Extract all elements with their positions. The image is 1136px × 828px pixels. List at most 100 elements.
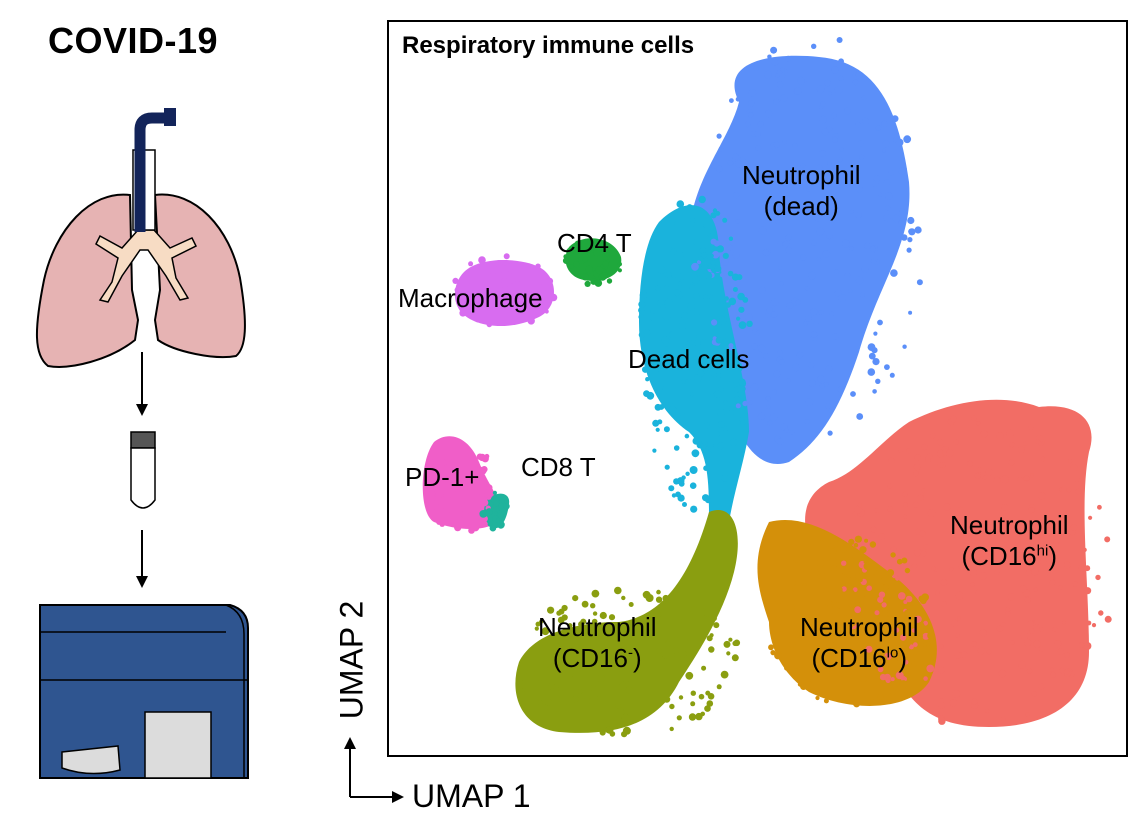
cell-point <box>463 497 469 503</box>
cell-point <box>855 185 864 193</box>
cell-point <box>864 629 871 637</box>
cell-point <box>998 669 1007 678</box>
cell-point <box>638 331 646 339</box>
cell-point <box>1040 456 1045 462</box>
cell-point <box>531 268 538 275</box>
cell-point <box>1097 504 1102 510</box>
bronchi <box>95 229 198 303</box>
cell-point <box>538 645 545 652</box>
cell-point <box>886 593 892 599</box>
cell-point <box>878 192 883 197</box>
cell-point <box>804 208 812 216</box>
cell-point <box>703 294 708 300</box>
cell-point <box>883 214 891 222</box>
cell-point <box>967 540 973 545</box>
cell-point <box>852 79 859 86</box>
cell-point <box>792 586 799 593</box>
cell-point <box>893 627 900 633</box>
cell-point <box>826 641 835 650</box>
cell-point <box>742 400 748 407</box>
cell-point <box>597 653 602 658</box>
cell-point <box>669 726 674 732</box>
cell-point <box>887 506 893 512</box>
cell-point <box>698 350 703 355</box>
cell-point <box>885 192 893 200</box>
cell-point <box>444 453 453 462</box>
y-axis-label: UMAP 2 <box>333 600 370 720</box>
cell-point <box>716 245 724 253</box>
cell-point <box>1082 547 1087 553</box>
cell-point <box>912 642 918 648</box>
cell-point <box>951 619 959 627</box>
cell-point <box>977 550 985 558</box>
cell-point <box>692 239 698 245</box>
cell-point <box>848 538 855 546</box>
cell-point <box>874 508 880 513</box>
cell-point <box>577 688 583 695</box>
cell-point <box>824 79 831 87</box>
cell-point <box>691 449 700 458</box>
cell-point <box>895 659 903 668</box>
cell-point <box>459 300 465 306</box>
cell-point <box>771 311 778 318</box>
cell-point <box>763 353 769 359</box>
cell-point <box>472 291 480 300</box>
cell-point <box>949 567 954 572</box>
cell-point <box>954 651 962 659</box>
cell-point <box>882 148 886 153</box>
cell-point <box>461 504 469 513</box>
cell-point <box>452 277 459 284</box>
cell-point <box>970 569 977 577</box>
cell-point <box>686 204 693 211</box>
cell-point <box>785 234 792 241</box>
cell-point <box>853 700 860 708</box>
cell-point <box>938 701 946 709</box>
cell-point <box>855 71 863 79</box>
cell-point <box>1000 716 1006 722</box>
cell-point <box>500 281 509 289</box>
cell-point <box>592 633 600 640</box>
cell-point <box>622 726 631 735</box>
cell-point <box>785 55 791 62</box>
cell-point <box>907 216 915 225</box>
cell-point <box>800 441 808 449</box>
cell-point <box>977 647 986 655</box>
cell-point <box>773 370 781 378</box>
cell-point <box>1018 660 1026 669</box>
cell-point <box>750 383 759 392</box>
cell-point <box>870 258 877 264</box>
cell-point <box>679 650 687 658</box>
cell-point <box>732 153 739 160</box>
cell-point <box>837 386 845 393</box>
cell-point <box>515 678 523 686</box>
cell-point <box>895 671 904 680</box>
plot-title: Respiratory immune cells <box>402 32 695 59</box>
cell-point <box>599 729 606 736</box>
cell-point <box>873 175 881 182</box>
cell-point <box>711 250 720 259</box>
cell-point <box>714 431 721 437</box>
cell-point <box>638 314 645 320</box>
cell-point <box>890 546 897 553</box>
cell-point <box>690 606 698 614</box>
cell-point <box>793 664 798 669</box>
cell-point <box>1086 620 1092 626</box>
cell-point <box>856 641 863 647</box>
cell-point <box>789 641 796 648</box>
cell-point <box>662 312 671 321</box>
cell-point <box>854 505 862 514</box>
cell-point <box>685 471 690 476</box>
cell-point <box>677 494 685 502</box>
cell-point <box>827 430 833 436</box>
cell-point <box>712 208 718 213</box>
cell-point <box>829 633 838 642</box>
cell-point <box>810 331 818 339</box>
cell-point <box>580 618 587 625</box>
cell-point <box>898 447 903 453</box>
cell-point <box>706 635 713 642</box>
cell-point <box>677 281 682 287</box>
cell-point <box>773 141 780 148</box>
cell-point <box>803 321 808 326</box>
cell-point <box>677 619 683 624</box>
cell-point <box>430 513 438 521</box>
